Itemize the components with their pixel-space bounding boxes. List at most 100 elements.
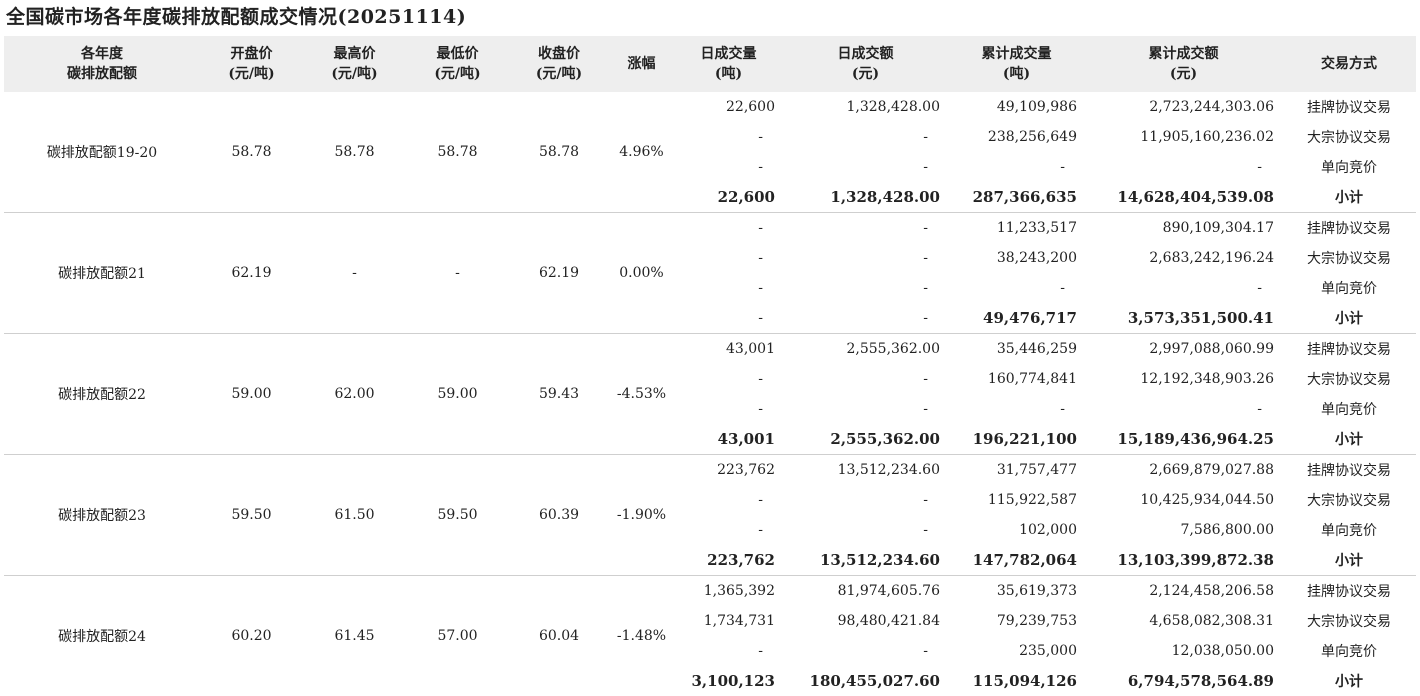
table-row: 碳排放配额19-20 58.78 58.78 58.78 58.78 4.96% 22,60…	[4, 92, 1416, 161]
close-price: 58.78	[538, 144, 580, 160]
trading-method: 单向竞价	[1321, 644, 1377, 660]
table-row: 碳排放配额24 60.20 61.45 57.00 60.04 -1.48% 1,365,3…	[4, 575, 1416, 696]
trading-method: 单向竞价	[1321, 160, 1377, 176]
trading-method: 单向竞价	[1321, 523, 1377, 539]
trading-method: 小计	[1335, 553, 1363, 569]
daily-volume: -	[758, 492, 763, 508]
cumulative-volume: -	[1060, 401, 1065, 417]
header-line: 开盘价	[230, 46, 273, 62]
table-row: - - - - 单向竞价	[4, 152, 1416, 182]
trading-method: 单向竞价	[1321, 281, 1377, 297]
high-price: 58.78	[334, 144, 375, 160]
trading-method: 挂牌协议交易	[1307, 100, 1391, 116]
cumulative-volume: -	[1060, 159, 1065, 175]
trading-method: 小计	[1335, 432, 1363, 448]
header-change: 涨幅	[609, 36, 674, 92]
daily-volume: -	[758, 129, 763, 145]
daily-amount: -	[923, 492, 928, 508]
trading-method: 小计	[1335, 190, 1363, 206]
daily-amount: 2,555,362.00	[783, 333, 948, 364]
daily-amount: 2,555,362.00	[830, 430, 940, 448]
table-row: - - - - 单向竞价	[4, 273, 1416, 303]
header-close: 收盘价 (元/吨)	[509, 36, 609, 92]
cumulative-amount: 7,586,800.00	[1180, 522, 1274, 538]
cumulative-volume: 147,782,064	[972, 551, 1077, 569]
header-line: (元/吨)	[331, 66, 378, 82]
table-row: - - - - 单向竞价	[4, 394, 1416, 424]
open-price: 60.20	[200, 575, 303, 696]
allowance-name: 碳排放配额19-20	[46, 145, 158, 161]
trading-method: 单向竞价	[1321, 402, 1377, 418]
table-row: 碳排放配额21 62.19- -62.19 0.00% - -11,233,517 890,…	[4, 212, 1416, 334]
cumulative-amount: 12,192,348,903.26	[1140, 371, 1274, 387]
daily-volume: 43,001	[674, 333, 783, 364]
daily-volume: -	[758, 310, 763, 326]
trading-method: 挂牌协议交易	[1282, 575, 1416, 606]
trading-method: 大宗协议交易	[1307, 251, 1391, 267]
daily-amount: -	[923, 159, 928, 175]
trading-method: 大宗协议交易	[1307, 372, 1391, 388]
cumulative-amount: 2,997,088,060.99	[1085, 333, 1282, 364]
cumulative-volume: 287,366,635	[972, 188, 1077, 206]
price-change: -4.53%	[609, 333, 674, 455]
low-price: -	[406, 212, 509, 334]
high-price: 61.50	[303, 454, 406, 576]
daily-volume: 22,600	[726, 99, 775, 115]
cumulative-volume: 31,757,477	[948, 454, 1085, 485]
open-price: 59.50	[200, 454, 303, 576]
allowance-name: 碳排放配额23	[4, 454, 200, 576]
header-line: 累计成交量	[981, 46, 1052, 62]
table-row: 碳排放配额22 59.00 62.00 59.00 59.43 -4.53% 43,001 2…	[4, 333, 1416, 455]
daily-volume: 43,001	[717, 430, 775, 448]
daily-amount: 1,328,428.00	[846, 99, 940, 115]
low-price: 57.00	[406, 575, 509, 696]
trading-method: 小计	[1335, 674, 1363, 690]
open-price: 62.19	[200, 212, 303, 334]
header-line: 累计成交额	[1148, 46, 1219, 62]
cumulative-volume: 160,774,841	[987, 371, 1077, 387]
daily-amount: -	[923, 310, 928, 326]
subtotal-row: 22,600 1,328,428.00 287,366,635 14,628,404,…	[4, 182, 1416, 213]
header-low: 最低价 (元/吨)	[406, 36, 509, 92]
header-method: 交易方式	[1282, 36, 1416, 92]
price-change: -1.90%	[609, 454, 674, 576]
cumulative-amount: 11,905,160,236.02	[1140, 129, 1274, 145]
header-line: (吨)	[1002, 66, 1031, 82]
header-line: 最低价	[436, 46, 479, 62]
cumulative-volume: 11,233,517	[948, 212, 1085, 243]
header-line: 碳排放配额	[67, 66, 137, 82]
close-price: 60.04	[509, 575, 609, 696]
header-line: 涨幅	[627, 56, 656, 72]
cumulative-volume: 79,239,753	[996, 613, 1077, 629]
allowance-name: 碳排放配额21	[4, 212, 200, 334]
price-change: 0.00%	[609, 212, 674, 334]
daily-amount: 180,455,027.60	[809, 672, 940, 690]
table-row: - - 160,774,841 12,192,348,903.26 大宗协议交易	[4, 364, 1416, 394]
header-open: 开盘价 (元/吨)	[200, 36, 303, 92]
daily-volume: -	[758, 371, 763, 387]
cumulative-amount: 12,038,050.00	[1171, 643, 1274, 659]
low-price: 58.78	[437, 144, 478, 160]
trading-method: 大宗协议交易	[1307, 493, 1391, 509]
daily-volume: -	[758, 280, 763, 296]
low-price: 59.00	[406, 333, 509, 455]
daily-amount: 13,512,234.60	[783, 454, 948, 485]
daily-volume: 22,600	[717, 188, 775, 206]
subtotal-row: 223,762 13,512,234.60 147,782,064 13,103,39…	[4, 545, 1416, 576]
header-daily-amount: 日成交额 (元)	[783, 36, 948, 92]
header-line: (元/吨)	[535, 66, 583, 82]
price-change: 4.96%	[619, 144, 664, 160]
table-row: - - 238,256,649 11,905,160,236.02 大宗协议交易	[4, 122, 1416, 152]
cumulative-volume: 35,619,373	[948, 575, 1085, 606]
cumulative-volume: 38,243,200	[996, 250, 1077, 266]
daily-volume: 223,762	[674, 454, 783, 485]
table-row: - - 38,243,200 2,683,242,196.24 大宗协议交易	[4, 243, 1416, 273]
header-line: 交易方式	[1321, 56, 1377, 72]
cumulative-volume: 35,446,259	[948, 333, 1085, 364]
trading-method: 挂牌协议交易	[1282, 212, 1416, 243]
header-line: (元)	[851, 66, 880, 82]
close-price: 60.39	[509, 454, 609, 576]
cumulative-volume: 235,000	[1019, 643, 1077, 659]
daily-volume: 223,762	[707, 551, 775, 569]
daily-amount: 13,512,234.60	[819, 551, 940, 569]
